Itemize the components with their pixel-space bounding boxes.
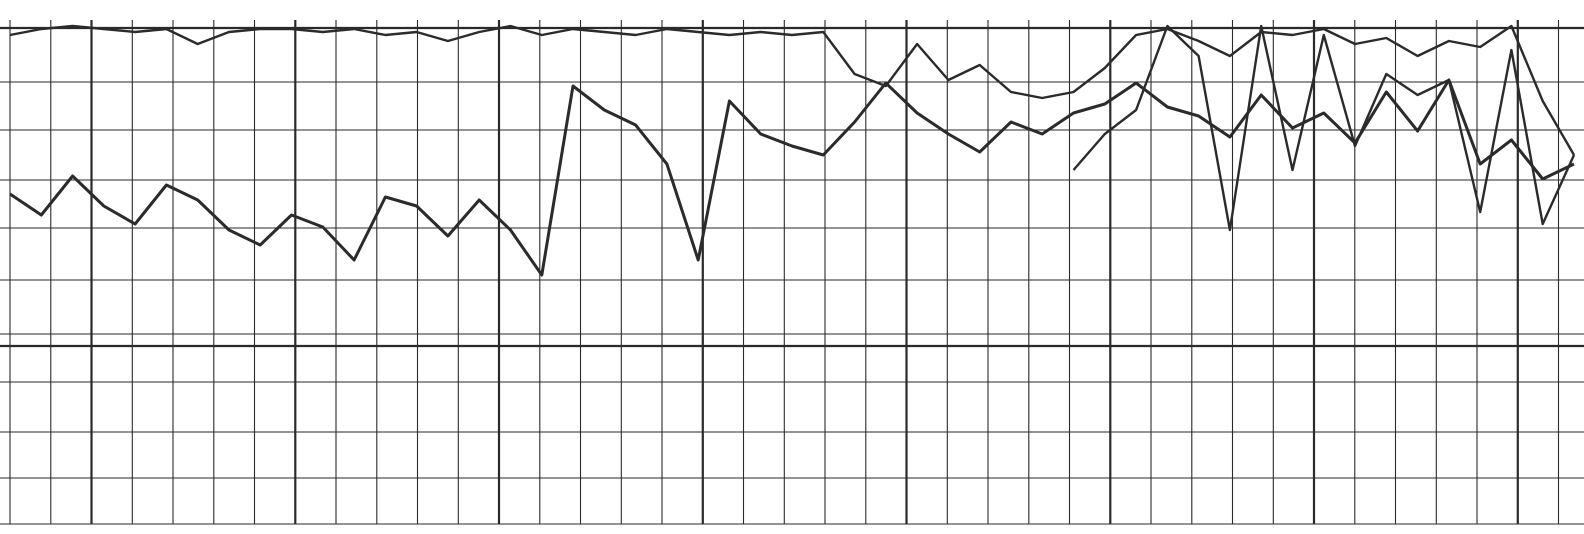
chart-traces: [9, 24, 1576, 277]
series-line-2: [9, 78, 1575, 277]
series-line-3: [1072, 24, 1576, 232]
chart-grid: [0, 20, 1584, 525]
series-line-1: [9, 24, 1576, 156]
